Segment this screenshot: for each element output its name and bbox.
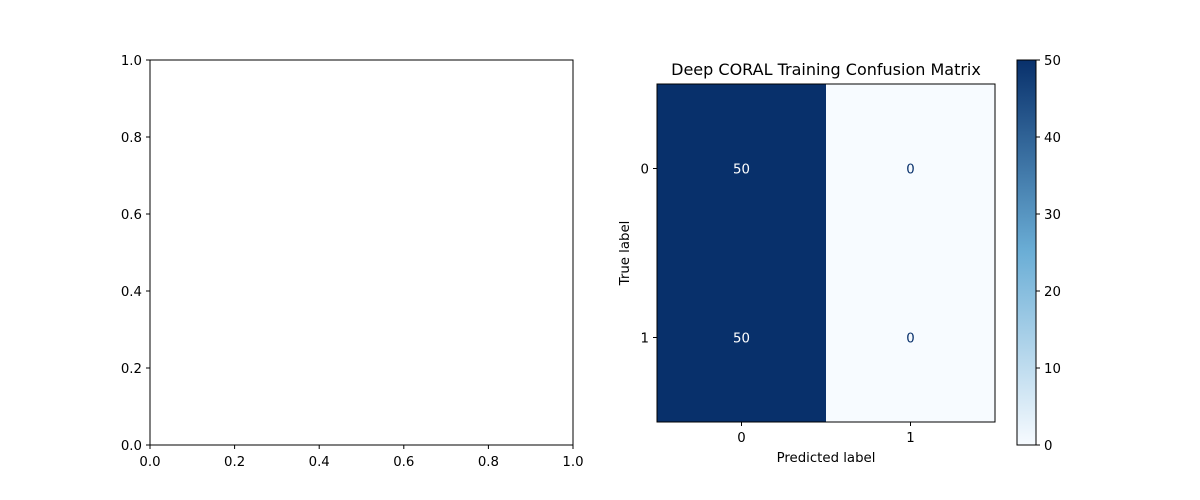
cell-value-label: 50 [733,163,750,178]
y-axis-label: True label [618,221,633,287]
y-tick-label: 0 [641,163,649,178]
x-tick-label: 0.8 [478,455,499,470]
colorbar-gradient [1016,59,1037,446]
x-tick-label: 0 [737,431,745,446]
confusion-matrix-title: Deep CORAL Training Confusion Matrix [671,60,981,79]
confusion-matrix-cells [657,84,995,422]
confusion-matrix-y-ticks: 01 [641,163,657,347]
y-tick-label: 1.0 [121,54,142,69]
cell-value-label: 50 [733,332,750,347]
empty-axes: 0.0 0.2 0.4 0.6 0.8 1.0 0.0 0.2 0.4 0.6 0.8 1.0 [121,54,584,470]
cell-value-label: 0 [906,332,914,347]
x-tick-label: 0.0 [139,455,160,470]
x-tick-label: 1 [906,431,914,446]
colorbar: 0 10 20 30 40 50 [1016,54,1061,454]
empty-axes-frame [149,59,574,446]
colorbar-ticks: 0 10 20 30 40 50 [1036,54,1061,454]
colorbar-tick-label: 0 [1044,439,1052,454]
x-tick-label: 0.2 [224,455,245,470]
empty-axes-x-ticks: 0.0 0.2 0.4 0.6 0.8 1.0 [139,445,584,470]
y-tick-label: 0.0 [121,439,142,454]
confusion-matrix-cell-labels: 50 0 50 0 [733,163,915,347]
cell-value-label: 0 [906,163,914,178]
y-tick-label: 0.2 [121,362,142,377]
empty-axes-y-ticks: 0.0 0.2 0.4 0.6 0.8 1.0 [121,54,150,454]
x-tick-label: 1.0 [562,455,583,470]
x-tick-label: 0.6 [393,455,414,470]
confusion-matrix-frame [656,83,996,423]
confusion-matrix-cell [826,84,995,253]
y-tick-label: 0.6 [121,208,142,223]
colorbar-tick-label: 20 [1044,285,1061,300]
colorbar-tick-label: 50 [1044,54,1061,69]
colorbar-tick-label: 40 [1044,131,1061,146]
colorbar-tick-label: 10 [1044,362,1061,377]
confusion-matrix-cell [826,253,995,422]
x-tick-label: 0.4 [309,455,330,470]
colorbar-tick-label: 30 [1044,208,1061,223]
y-tick-label: 0.8 [121,131,142,146]
y-tick-label: 0.4 [121,285,142,300]
confusion-matrix-cell [657,253,826,422]
x-axis-label: Predicted label [777,451,876,466]
confusion-matrix-cell [657,84,826,253]
confusion-matrix: Deep CORAL Training Confusion Matrix 50 0… [618,60,996,466]
y-tick-label: 1 [641,332,649,347]
